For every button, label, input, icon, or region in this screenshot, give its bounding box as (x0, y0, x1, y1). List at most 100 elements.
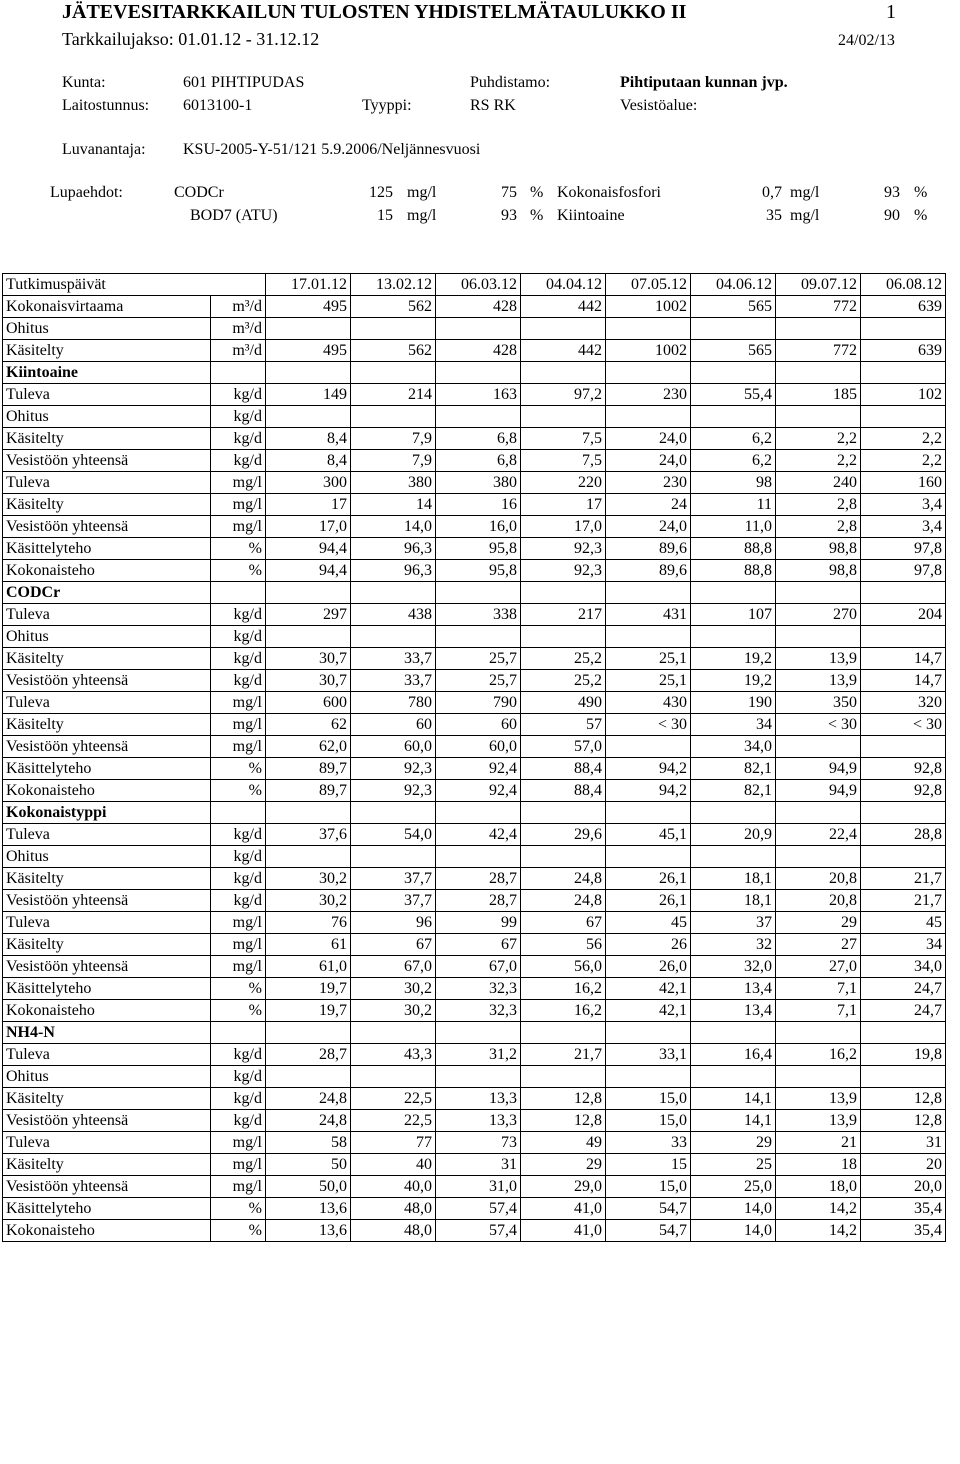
cell: 34 (860, 933, 946, 956)
cell: 30,2 (350, 999, 436, 1022)
row-label: Käsitelty (2, 1153, 211, 1176)
cell (690, 845, 776, 868)
cell: 94,2 (605, 757, 691, 780)
cell: 41,0 (520, 1219, 606, 1242)
cell: 20,8 (775, 867, 861, 890)
section-row: NH4-N (2, 1021, 946, 1044)
cell: 32,0 (690, 955, 776, 978)
cell: 30,7 (265, 647, 351, 670)
cell: 18 (775, 1153, 861, 1176)
data-row: Käsitelty mg/l 62 60 60 57 < 30 34 < 30 < 30 (2, 713, 946, 736)
cell: 17 (520, 493, 606, 516)
data-row: Tuleva kg/d 37,6 54,0 42,4 29,6 45,1 20,9 22,4 28… (2, 823, 946, 846)
cell: 14,2 (775, 1197, 861, 1220)
cell: 19,2 (690, 647, 776, 670)
cell: 380 (350, 471, 436, 494)
cell: 92,8 (860, 779, 946, 802)
cell: 56,0 (520, 955, 606, 978)
cell (605, 625, 691, 648)
date-header: 04.06.12 (690, 273, 776, 296)
cell: 7,5 (520, 449, 606, 472)
cell: 14,1 (690, 1109, 776, 1132)
cell: 88,4 (520, 757, 606, 780)
cell (605, 581, 691, 604)
cell: 54,7 (605, 1219, 691, 1242)
cell: 6,8 (435, 449, 521, 472)
cell: 56 (520, 933, 606, 956)
cell: 88,8 (690, 537, 776, 560)
cell: 96,3 (350, 559, 436, 582)
cell: 60 (435, 713, 521, 736)
row-unit: % (210, 1197, 266, 1220)
cell: 98 (690, 471, 776, 494)
cell: 442 (520, 295, 606, 318)
cell (860, 405, 946, 428)
row-label: Tuleva (2, 911, 211, 934)
row-label: Kokonaisvirtaama (2, 295, 211, 318)
cell: 107 (690, 603, 776, 626)
section-title: Kiintoaine (2, 361, 211, 384)
cell: 89,7 (265, 757, 351, 780)
cell (265, 625, 351, 648)
cell: 11 (690, 493, 776, 516)
cell: 639 (860, 339, 946, 362)
cell (520, 1021, 606, 1044)
cell: 54,0 (350, 823, 436, 846)
cell (605, 361, 691, 384)
cell: 57 (520, 713, 606, 736)
row-unit: kg/d (210, 845, 266, 868)
cell: 185 (775, 383, 861, 406)
row-unit: m³/d (210, 317, 266, 340)
cell (860, 317, 946, 340)
cell: 67 (520, 911, 606, 934)
row-label: Ohitus (2, 845, 211, 868)
row-unit: kg/d (210, 823, 266, 846)
cell: 94,9 (775, 779, 861, 802)
cell: 11,0 (690, 515, 776, 538)
info-label: Laitostunnus: (62, 97, 150, 114)
cell: 25,0 (690, 1175, 776, 1198)
cell: 28,7 (265, 1043, 351, 1066)
cell (520, 317, 606, 340)
cell (520, 1065, 606, 1088)
cell: 27 (775, 933, 861, 956)
header-label: Tutkimuspäivät (2, 273, 266, 296)
cell (265, 581, 351, 604)
data-row: Kokonaisteho% 19,7 30,2 32,3 16,2 42,1 13,4 7,1… (2, 999, 946, 1022)
cell (265, 361, 351, 384)
section-row: Kokonaistyppi (2, 801, 946, 824)
cell (775, 735, 861, 758)
cell (860, 361, 946, 384)
cell: 2,2 (775, 449, 861, 472)
data-row: Tuleva mg/l 58 77 73 49 33 29 21 31 (2, 1131, 946, 1154)
cell: 3,4 (860, 493, 946, 516)
cell: 7,1 (775, 977, 861, 1000)
cell (435, 845, 521, 868)
cell: 42,1 (605, 977, 691, 1000)
cell (350, 361, 436, 384)
cell: 92,3 (350, 779, 436, 802)
cell: 350 (775, 691, 861, 714)
row-unit: % (210, 757, 266, 780)
row-unit: kg/d (210, 1065, 266, 1088)
data-row: Vesistöön yhteensä mg/l 17,0 14,0 16,0 17,0 24… (2, 515, 946, 538)
cell: 94,4 (265, 537, 351, 560)
cell: 22,5 (350, 1087, 436, 1110)
header-row: Tutkimuspäivät 17.01.12 13.02.12 06.03.12 04… (2, 273, 946, 296)
cell (435, 1065, 521, 1088)
cell: 430 (605, 691, 691, 714)
row-label: Tuleva (2, 383, 211, 406)
data-row: Vesistöön yhteensä kg/d 24,8 22,5 13,3 12,8 15… (2, 1109, 946, 1132)
cell: 14,0 (350, 515, 436, 538)
cell: 24,8 (520, 867, 606, 890)
permit-reduction-unit: % (530, 184, 544, 201)
cell: 13,6 (265, 1197, 351, 1220)
cell: 16,2 (775, 1043, 861, 1066)
cell (435, 1021, 521, 1044)
cell (775, 405, 861, 428)
permit-unit: mg/l (790, 184, 820, 201)
cell (860, 625, 946, 648)
cell: 60,0 (435, 735, 521, 758)
date-header: 06.08.12 (860, 273, 946, 296)
row-unit: mg/l (210, 691, 266, 714)
